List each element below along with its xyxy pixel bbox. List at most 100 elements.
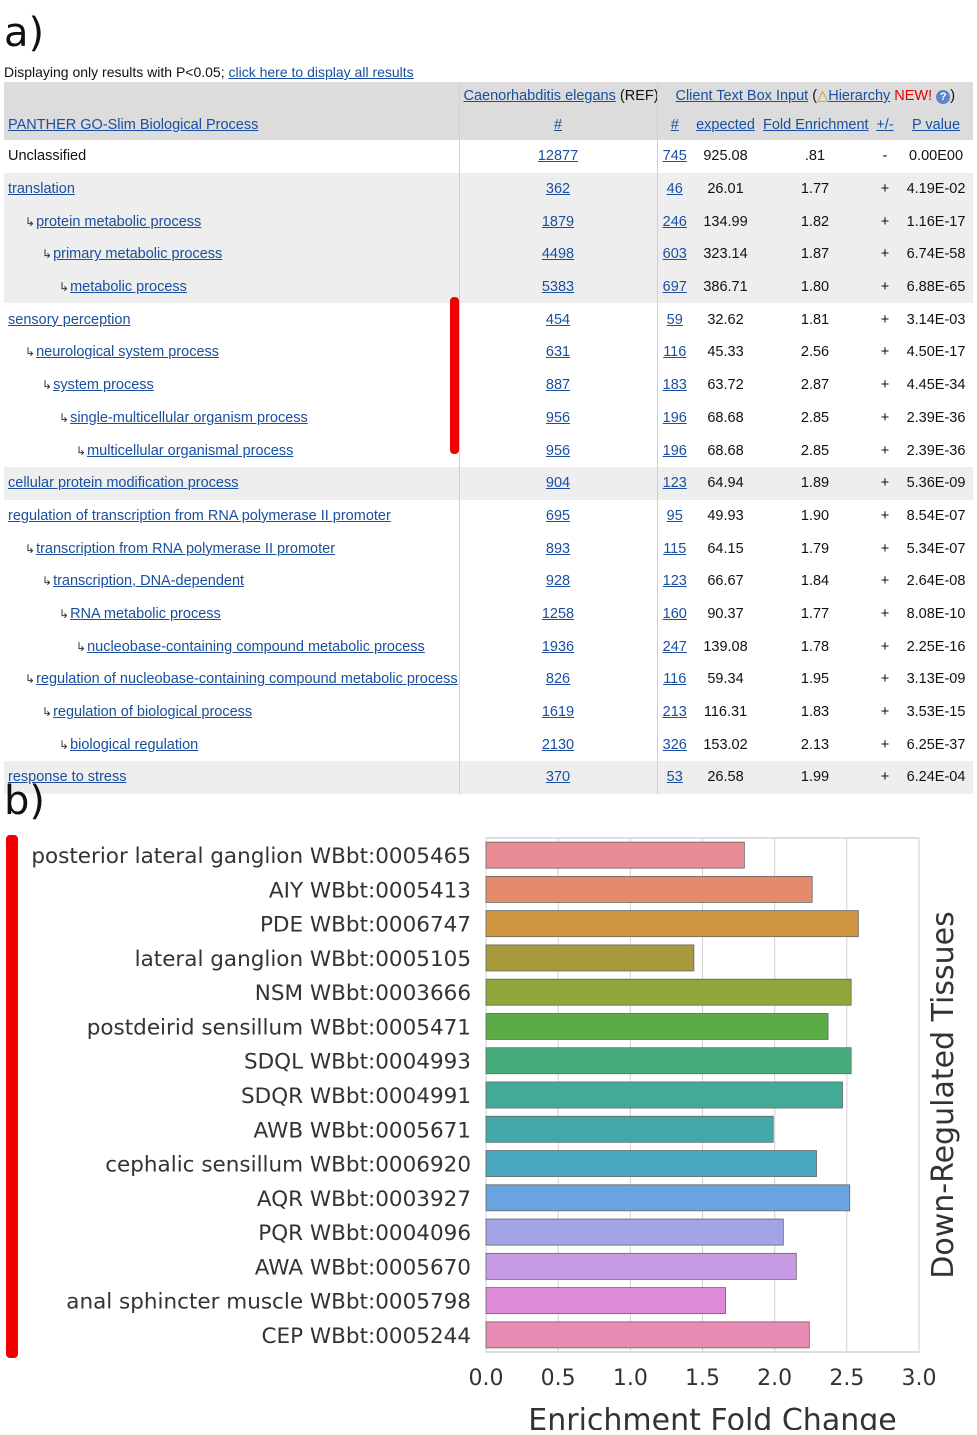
process-name[interactable]: biological regulation: [70, 736, 199, 753]
ref-count-column-header[interactable]: #: [553, 117, 563, 133]
sign-column-header[interactable]: +/-: [876, 117, 894, 133]
count-link[interactable]: 116: [663, 671, 687, 688]
count-link[interactable]: 246: [662, 213, 687, 230]
count-column-header[interactable]: #: [670, 117, 679, 133]
sign-value: +: [880, 344, 890, 361]
process-name[interactable]: regulation of nucleobase-containing comp…: [36, 671, 458, 688]
count-link[interactable]: 123: [662, 573, 687, 590]
count-link[interactable]: 115: [663, 540, 687, 557]
sign-value: +: [880, 311, 890, 328]
ref-count-link[interactable]: 887: [545, 377, 571, 394]
process-name[interactable]: primary metabolic process: [53, 246, 223, 263]
count-link[interactable]: 326: [662, 736, 687, 753]
process-name[interactable]: nucleobase-containing compound metabolic…: [87, 638, 425, 655]
reference-organism-link[interactable]: Caenorhabditis elegans: [463, 88, 616, 104]
count-link[interactable]: 59: [666, 311, 683, 328]
ref-count-link[interactable]: 1258: [541, 605, 575, 622]
process-name[interactable]: transcription, DNA-dependent: [53, 573, 245, 590]
x-tick-label: 2.5: [829, 1366, 864, 1391]
table-row: Unclassified 12877 745 925.08 .81 - 0.00E00: [4, 140, 973, 173]
process-name[interactable]: regulation of transcription from RNA pol…: [8, 507, 391, 524]
fold-enrichment-value: 1.87: [800, 246, 830, 263]
ref-count-link[interactable]: 893: [545, 540, 571, 557]
fold-enrichment-value: 1.89: [800, 475, 830, 492]
fold-enrichment-column-header[interactable]: Fold Enrichment: [763, 117, 869, 133]
process-name[interactable]: translation: [8, 181, 75, 198]
count-link[interactable]: 116: [663, 344, 687, 361]
help-icon[interactable]: ?: [936, 90, 951, 104]
ref-count-link[interactable]: 826: [545, 671, 571, 688]
process-name[interactable]: single-multicellular organism process: [70, 409, 308, 426]
ref-count-link[interactable]: 631: [545, 344, 571, 361]
bar: [485, 978, 852, 1006]
client-text-box-link[interactable]: Client Text Box Input: [675, 88, 809, 104]
ref-count-link[interactable]: 12877: [537, 148, 579, 165]
expected-value: 26.58: [707, 769, 744, 786]
process-name[interactable]: sensory perception: [8, 311, 131, 328]
fold-enrichment-value: 1.83: [800, 704, 830, 721]
hierarchy-link[interactable]: Hierarchy: [828, 88, 891, 104]
sign-value: +: [880, 671, 890, 688]
pvalue: 0.00E00: [908, 148, 964, 165]
ref-count-link[interactable]: 454: [545, 311, 571, 328]
hierarchy-arrow-icon: ↳: [59, 737, 70, 752]
count-link[interactable]: 95: [666, 507, 683, 524]
process-name[interactable]: cellular protein modification process: [8, 475, 239, 492]
process-name[interactable]: protein metabolic process: [36, 213, 202, 230]
table-row: ↳RNA metabolic process 1258 160 90.37 1.77 +8…: [4, 597, 973, 631]
count-link[interactable]: 46: [666, 181, 683, 198]
new-badge: NEW!: [890, 88, 933, 104]
fold-enrichment-value: 2.13: [800, 736, 830, 753]
ref-count-link[interactable]: 1619: [541, 704, 575, 721]
expected-value: 90.37: [707, 605, 744, 622]
ref-count-link[interactable]: 904: [545, 475, 571, 492]
y-tick-label: PDE WBbt:0006747: [260, 913, 471, 938]
ref-count-link[interactable]: 956: [545, 442, 571, 459]
count-link[interactable]: 123: [662, 475, 687, 492]
process-name[interactable]: system process: [53, 377, 154, 394]
table-row: ↳nucleobase-containing compound metaboli…: [4, 630, 973, 663]
sign-value: +: [880, 246, 890, 263]
process-column-header[interactable]: PANTHER GO-Slim Biological Process: [8, 117, 259, 133]
display-all-results-link[interactable]: click here to display all results: [228, 64, 414, 80]
expected-value: 139.08: [703, 638, 748, 655]
process-name[interactable]: response to stress: [8, 769, 127, 786]
process-name[interactable]: metabolic process: [70, 279, 187, 296]
ref-count-link[interactable]: 2130: [541, 736, 575, 753]
ref-count-link[interactable]: 362: [545, 181, 571, 198]
expected-column-header[interactable]: expected: [696, 117, 755, 133]
count-link[interactable]: 697: [662, 279, 687, 296]
ref-count-link[interactable]: 5383: [541, 279, 575, 296]
fold-enrichment-value: .81: [804, 148, 826, 165]
hierarchy-arrow-icon: ↳: [42, 705, 53, 720]
ref-count-link[interactable]: 370: [545, 769, 571, 786]
ref-count-link[interactable]: 695: [545, 507, 571, 524]
y-tick-label: AWB WBbt:0005671: [254, 1118, 471, 1143]
expected-value: 64.15: [707, 540, 744, 557]
ref-count-link[interactable]: 928: [545, 573, 571, 590]
ref-count-link[interactable]: 1879: [541, 213, 575, 230]
hierarchy-arrow-icon: ↳: [25, 345, 36, 360]
count-link[interactable]: 213: [662, 704, 687, 721]
ref-count-link[interactable]: 1936: [541, 638, 575, 655]
count-link[interactable]: 196: [662, 409, 687, 426]
count-link[interactable]: 196: [662, 442, 687, 459]
expected-value: 49.93: [707, 507, 744, 524]
count-link[interactable]: 160: [662, 605, 687, 622]
process-name[interactable]: multicellular organismal process: [87, 442, 294, 459]
expected-value: 153.02: [703, 736, 748, 753]
count-link[interactable]: 603: [662, 246, 687, 263]
ref-count-link[interactable]: 4498: [541, 246, 575, 263]
tissue-enrichment-chart: 0.0 0.5 1.0 1.5 2.0 2.5 3.0 posterior lateral g…: [31, 837, 961, 1430]
process-name[interactable]: RNA metabolic process: [70, 605, 221, 622]
pvalue-column-header[interactable]: P value: [911, 117, 961, 133]
count-link[interactable]: 745: [662, 148, 687, 165]
process-name[interactable]: regulation of biological process: [53, 704, 253, 721]
process-name[interactable]: transcription from RNA polymerase II pro…: [36, 540, 336, 557]
process-name[interactable]: neurological system process: [36, 344, 220, 361]
count-link[interactable]: 183: [662, 377, 687, 394]
pvalue: 6.88E-65: [906, 279, 966, 296]
count-link[interactable]: 247: [662, 638, 687, 655]
ref-count-link[interactable]: 956: [545, 409, 571, 426]
count-link[interactable]: 53: [666, 769, 683, 786]
